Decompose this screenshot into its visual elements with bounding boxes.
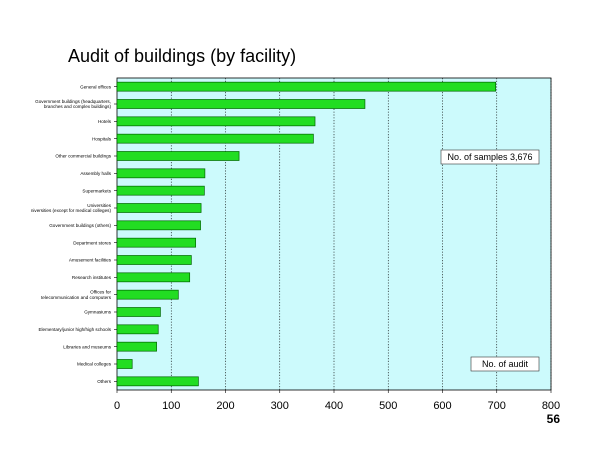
category-label-1: General offices [80, 84, 112, 89]
x-tick-label-100: 100 [162, 400, 180, 412]
bar-4 [116, 133, 314, 144]
bar-3 [116, 116, 316, 127]
category-label-2-line-1: Government buildings (headquarters, [35, 99, 111, 104]
x-tick-label-700: 700 [488, 400, 506, 412]
category-label-18: Others [97, 379, 111, 384]
page-number: 56 [546, 412, 560, 426]
x-tick-label-400: 400 [325, 400, 343, 412]
annotation-1: No. of samples 3,676 [447, 152, 532, 162]
bar-6 [116, 168, 206, 179]
bar-15 [116, 324, 159, 335]
category-label-11: Amusement facilities [69, 258, 112, 263]
bar-10 [116, 237, 197, 248]
category-label-15: Elementary/junior high/high schools [38, 327, 111, 332]
category-label-7: Supermarkets [82, 188, 111, 193]
x-tick-label-800: 800 [542, 400, 560, 412]
category-label-6: Assembly halls [80, 171, 111, 176]
x-tick-label-500: 500 [379, 400, 397, 412]
bar-12 [116, 272, 191, 283]
category-label-8-line-2: niversities (except for medical colleges… [31, 208, 112, 213]
bar-9 [116, 220, 201, 231]
bar-1 [116, 81, 497, 92]
bar-8 [116, 203, 202, 213]
category-label-5: Other commercial buildings [55, 154, 111, 159]
bar-11 [116, 255, 192, 265]
category-label-16: Libraries and museums [63, 344, 111, 349]
chart-title: Audit of buildings (by facility) [68, 46, 297, 66]
category-label-10: Department stores [73, 240, 111, 245]
x-tick-label-0: 0 [114, 400, 120, 412]
bar-17 [116, 359, 133, 369]
bar-2 [116, 99, 366, 109]
category-label-14: Gymnasiums [84, 310, 112, 315]
category-label-9: Government buildings (others) [49, 223, 111, 228]
category-label-17: Medical colleges [77, 362, 112, 367]
x-tick-label-600: 600 [433, 400, 451, 412]
bar-18 [116, 376, 199, 387]
bar-7 [116, 185, 205, 196]
category-label-12: Research institutes [72, 275, 112, 280]
annotation-box-2 [470, 356, 540, 372]
annotation-box-1 [440, 149, 540, 165]
category-label-13-line-1: Offices for [90, 290, 111, 295]
plot-background [117, 78, 551, 390]
category-label-2-line-2: branches and complex buildings) [44, 104, 112, 109]
category-label-4: Hospitals [92, 136, 112, 141]
category-label-13-line-2: telecommunication and computers [41, 295, 112, 300]
category-label-3: Hotels [98, 119, 112, 124]
bar-5 [116, 151, 240, 161]
category-label-8-line-1: Universities [87, 203, 111, 208]
bar-16 [116, 341, 157, 352]
bar-13 [116, 289, 179, 300]
x-tick-label-200: 200 [216, 400, 234, 412]
annotation-2: No. of audit [482, 359, 529, 369]
x-tick-label-300: 300 [271, 400, 289, 412]
bar-14 [116, 307, 161, 317]
